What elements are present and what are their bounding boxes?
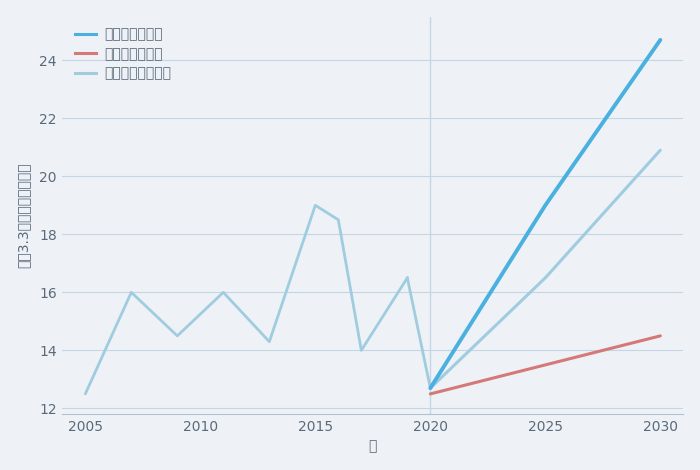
Y-axis label: 平（3.3㎡）単価（万円）: 平（3.3㎡）単価（万円）	[17, 163, 31, 268]
Legend: グッドシナリオ, バッドシナリオ, ノーマルシナリオ: グッドシナリオ, バッドシナリオ, ノーマルシナリオ	[76, 28, 172, 81]
X-axis label: 年: 年	[369, 439, 377, 454]
